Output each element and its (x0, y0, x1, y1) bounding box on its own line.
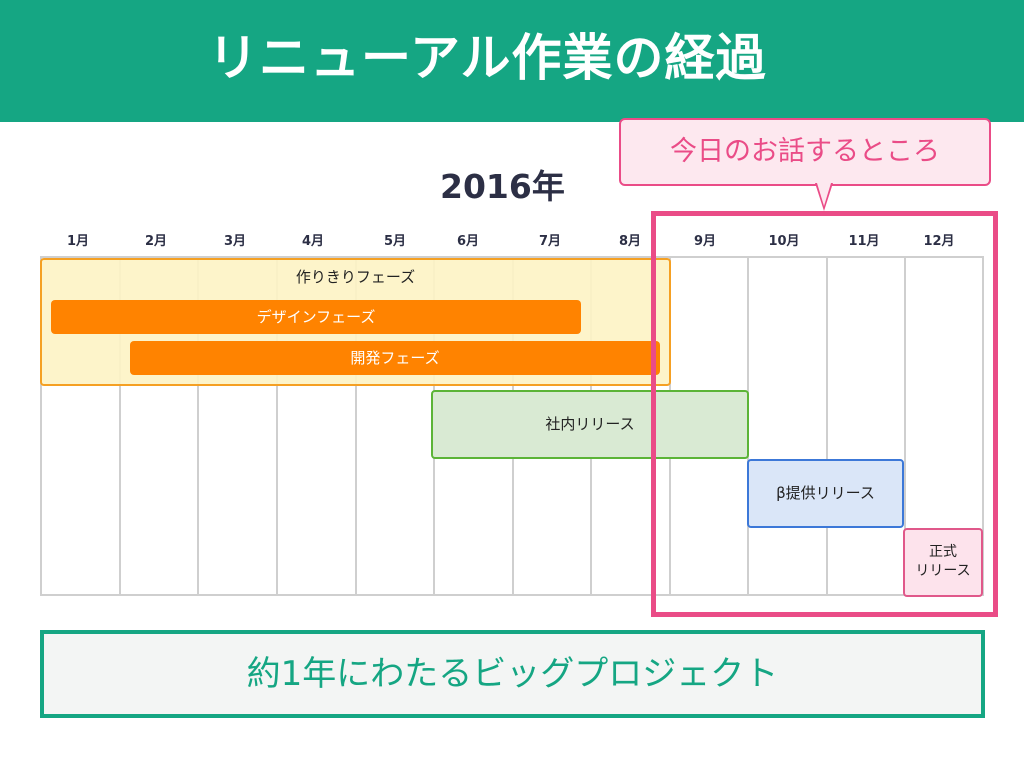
header-bar: リニューアル作業の経過 (0, 0, 1024, 122)
beta-release-bar: β提供リリース (747, 459, 904, 528)
grid-line (197, 258, 199, 594)
official-release-bar: 正式 リリース (903, 528, 983, 597)
design-phase-bar: デザインフェーズ (51, 300, 581, 334)
month-label-apr: 4月 (301, 234, 325, 249)
year-title: 2016年 (440, 167, 565, 206)
month-label-feb: 2月 (144, 234, 168, 249)
official-release-label-line1: 正式 (929, 544, 957, 560)
slide-title: リニューアル作業の経過 (208, 29, 767, 87)
focus-highlight-frame (651, 211, 998, 617)
development-phase-bar: 開発フェーズ (130, 341, 660, 375)
official-release-label-line2: リリース (915, 563, 971, 579)
month-label-sep: 9月 (693, 234, 717, 249)
grid-line (826, 258, 828, 594)
callout-pointer-fill (817, 183, 831, 206)
month-label-mar: 3月 (223, 234, 247, 249)
callout-box: 今日のお話するところ (619, 118, 991, 186)
month-label-may: 5月 (383, 234, 407, 249)
grid-line (276, 258, 278, 594)
internal-release-bar: 社内リリース (431, 390, 749, 459)
grid-line (904, 258, 906, 594)
summary-banner: 約1年にわたるビッグプロジェクト (40, 630, 985, 718)
month-label-aug: 8月 (618, 234, 642, 249)
build-phase-label: 作りきりフェーズ (295, 268, 416, 286)
grid-line (119, 258, 121, 594)
month-label-nov: 11月 (848, 234, 880, 249)
month-label-jun: 6月 (456, 234, 480, 249)
grid-line (355, 258, 357, 594)
month-label-jul: 7月 (538, 234, 562, 249)
month-label-dec: 12月 (923, 234, 955, 249)
month-label-jan: 1月 (66, 234, 90, 249)
month-label-oct: 10月 (768, 234, 800, 249)
